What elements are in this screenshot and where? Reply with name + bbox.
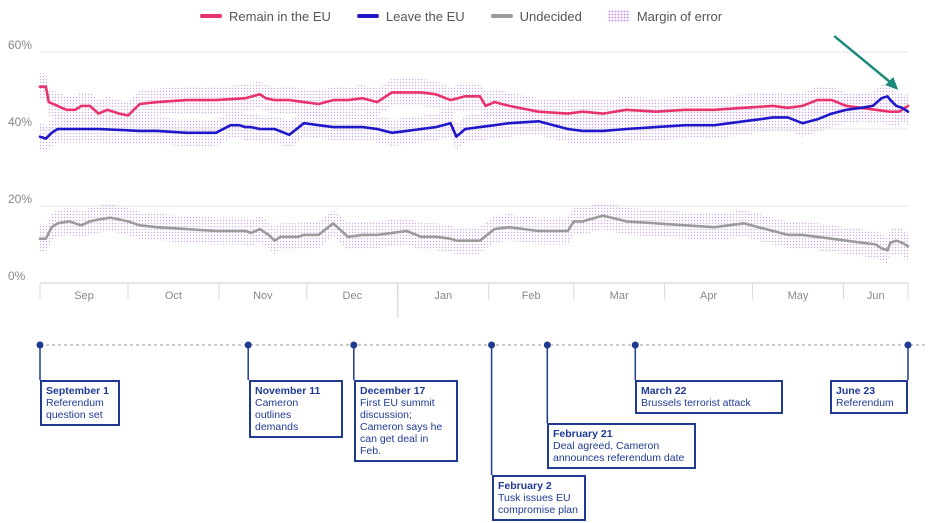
x-tick-label: May <box>788 290 809 302</box>
x-tick-label: Mar <box>610 290 629 302</box>
timeline-desc: Brussels terrorist attack <box>641 397 751 409</box>
legend-swatch-remain <box>200 14 222 18</box>
annotation-arrow-head <box>885 77 899 91</box>
timeline-desc: Cameron outlines demands <box>255 397 299 433</box>
x-tick-label: Jan <box>434 290 452 302</box>
timeline-marker <box>543 341 551 349</box>
timeline-box-feb21: February 21 Deal agreed, Cameron announc… <box>547 423 696 469</box>
legend-swatch-undecided <box>490 14 513 18</box>
timeline-box-sep1: September 1 Referendum question set <box>40 380 120 426</box>
x-tick-label: Sep <box>74 290 94 302</box>
y-tick-label: 20% <box>8 192 32 206</box>
y-tick-label: 40% <box>8 115 32 129</box>
margin-band-undecided <box>40 202 908 264</box>
timeline-marker <box>904 341 912 349</box>
timeline-box-jun23: June 23 Referendum <box>830 380 908 414</box>
timeline-desc: Referendum question set <box>46 397 104 421</box>
timeline-desc: Referendum <box>836 397 894 409</box>
timeline-date: November 11 <box>255 385 321 397</box>
x-tick-label: Dec <box>343 290 363 302</box>
timeline-date: March 22 <box>641 385 687 397</box>
legend-label-leave: Leave the EU <box>385 8 465 24</box>
x-tick-label: Nov <box>253 290 273 302</box>
legend-item-leave[interactable]: Leave the EU <box>356 8 465 24</box>
legend-label-margin: Margin of error <box>636 8 723 24</box>
timeline-date: February 2 <box>498 480 552 492</box>
timeline-marker <box>488 341 496 349</box>
series-line-leave <box>38 95 910 140</box>
legend-swatch-leave <box>356 14 379 18</box>
x-tick-label: Apr <box>700 290 717 302</box>
timeline-box-feb2: February 2 Tusk issues EU compromise pla… <box>492 475 586 521</box>
series-line-undecided <box>38 214 910 252</box>
timeline-date: February 21 <box>553 428 613 440</box>
x-tick-label: Jun <box>867 290 885 302</box>
timeline-desc: Deal agreed, Cameron announces referendu… <box>553 440 685 464</box>
legend-item-remain[interactable]: Remain in the EU <box>200 9 331 24</box>
y-tick-label: 60% <box>8 38 32 52</box>
series-line-remain <box>38 85 910 117</box>
x-tick-label: Feb <box>522 290 541 302</box>
legend: Remain in the EU Leave the EU Undecided … <box>200 7 722 25</box>
legend-label-remain: Remain in the EU <box>229 8 331 24</box>
timeline-date: December 17 <box>360 385 426 397</box>
timeline-marker <box>631 341 639 349</box>
timeline-box-dec17: December 17 First EU summit discussion; … <box>354 380 458 462</box>
y-tick-label: 0% <box>8 269 26 283</box>
timeline-marker <box>36 341 44 349</box>
x-tick-label: Oct <box>165 290 182 302</box>
timeline-date: September 1 <box>46 385 110 397</box>
legend-item-undecided[interactable]: Undecided <box>490 8 582 24</box>
timeline-desc: Tusk issues EU compromise plan <box>498 492 578 516</box>
annotation-arrow-line <box>833 35 893 85</box>
timeline-box-nov11: November 11 Cameron outlines demands <box>249 380 343 438</box>
timeline-marker <box>244 341 252 349</box>
margin-band-leave <box>40 82 908 153</box>
timeline-box-mar22: March 22 Brussels terrorist attack <box>635 380 783 414</box>
timeline-date: June 23 <box>836 385 876 397</box>
timeline-desc: First EU summit discussion; Cameron says… <box>360 397 443 457</box>
legend-swatch-margin <box>607 10 630 22</box>
legend-item-margin[interactable]: Margin of error <box>607 8 723 24</box>
legend-label-undecided: Undecided <box>519 8 582 24</box>
timeline-marker <box>350 341 358 349</box>
